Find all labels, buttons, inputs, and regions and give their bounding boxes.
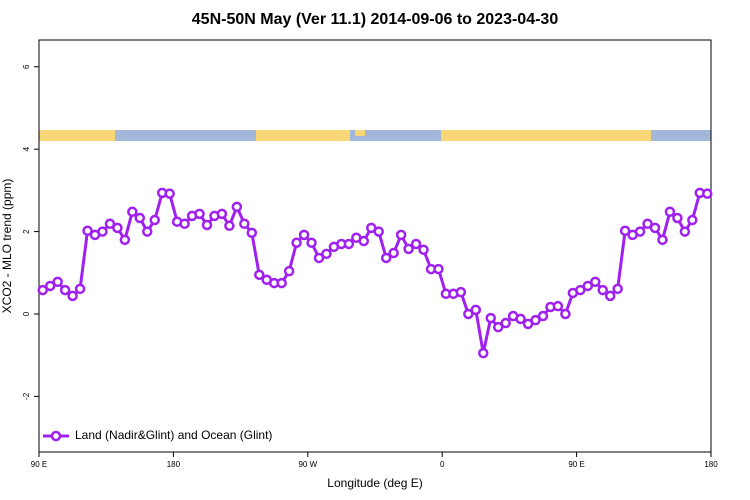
data-point [134,212,146,224]
data-point [373,226,384,237]
y-tick-label: 4 [22,146,31,151]
y-tick-label: 2 [22,229,31,234]
x-tick-label: 0 [440,460,445,469]
data-point [291,237,302,248]
x-tick-label: 90 E [568,460,584,469]
data-point [702,188,713,199]
data-point [127,206,138,218]
data-point [515,313,526,325]
data-point [485,312,496,324]
land-strip [256,130,350,141]
data-point [44,280,56,292]
x-tick-label: 180 [704,460,718,469]
data-point [500,317,511,329]
data-point [52,276,63,288]
data-point [433,263,444,275]
data-point [246,227,258,239]
data-point [530,314,541,326]
data-point [224,220,235,232]
data-point [388,247,399,259]
data-point [231,201,243,213]
data-point [612,283,623,295]
data-point [649,222,661,234]
data-point [463,308,474,320]
data-point [142,226,153,237]
x-axis-label: Longitude (deg E) [327,476,422,490]
y-tick-label: -2 [22,392,31,400]
data-point [672,212,683,224]
data-point [619,225,631,237]
data-point [597,284,608,296]
data-point [201,219,213,231]
data-point [664,206,676,218]
data-point [552,300,564,312]
data-point [403,243,414,255]
x-tick-label: 90 W [298,460,317,469]
data-point [149,214,160,226]
data-point [410,238,422,250]
legend-marker [50,430,62,442]
y-tick-label: 0 [22,311,31,316]
chart-title: 45N-50N May (Ver 11.1) 2014-09-06 to 202… [192,11,559,28]
data-point [306,237,317,248]
land-strip [441,130,651,141]
data-point [59,284,71,296]
data-point [112,222,123,234]
data-point [687,214,698,226]
data-point [254,269,265,281]
data-point [164,188,175,199]
ocean-strip [39,130,711,141]
data-point [642,218,653,230]
data-point [216,208,228,220]
data-point [298,229,310,241]
data-point [321,248,332,260]
y-axis-label: XCO2 - MLO trend (ppm) [0,179,14,314]
data-point [239,218,250,230]
x-tick-label: 180 [167,460,181,469]
data-point [283,265,295,277]
data-point [470,304,482,316]
data-point [590,276,601,288]
plot-frame [38,39,712,453]
data-point [395,229,407,241]
data-point [492,321,504,333]
legend-label: Land (Nadir&Glint) and Ocean (Glint) [75,428,272,442]
data-point [97,226,108,237]
x-tick-label: 90 E [31,460,47,469]
data-point [313,252,325,264]
data-point [119,234,131,246]
map-strip [39,130,711,141]
data-point [67,290,78,302]
data-point [194,208,205,220]
data-point [478,347,489,359]
data-point [74,283,86,295]
data-point [380,252,392,264]
data-point [537,310,549,322]
data-point [82,225,93,237]
data-point [343,238,355,250]
data-point [276,277,287,289]
data-point [679,226,691,237]
data-point [575,284,586,296]
data-point [560,308,571,320]
data-point [634,226,646,237]
data-point [582,280,594,292]
y-tick-label: 6 [22,64,31,69]
land-strip [355,130,365,136]
data-point [358,235,370,247]
data-point [418,244,429,255]
data-point [657,234,668,246]
data-point [37,284,48,296]
land-strip [39,130,115,141]
data-point [455,286,467,298]
data-point [604,290,616,302]
data-point [179,218,190,230]
data-point [104,218,116,230]
